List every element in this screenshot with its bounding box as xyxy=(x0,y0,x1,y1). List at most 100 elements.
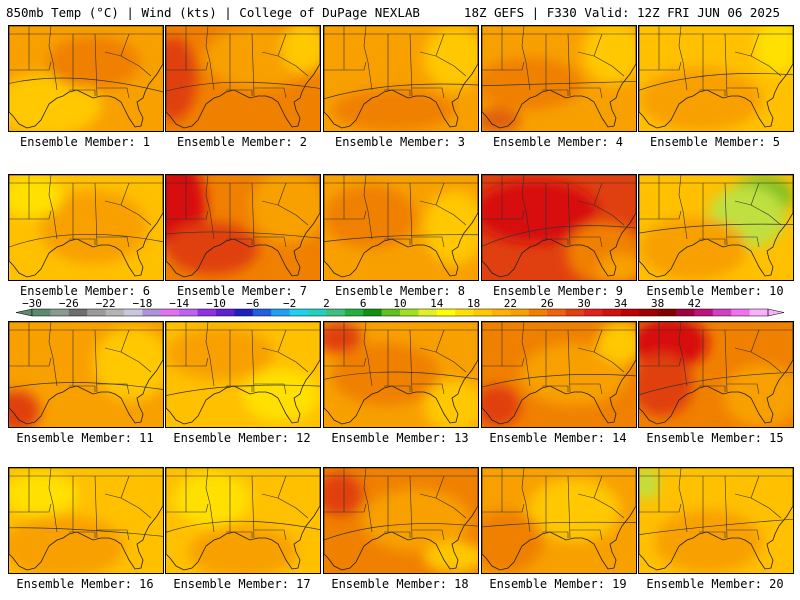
colorbar-swatch xyxy=(620,309,640,316)
state-border xyxy=(261,493,279,499)
run-info: 18Z GEFS | F330 Valid: 12Z FRI JUN 06 20… xyxy=(463,5,780,20)
state-border xyxy=(570,236,603,248)
temperature-region xyxy=(166,36,197,121)
colorbar-swatch xyxy=(197,309,217,316)
temperature-region xyxy=(324,185,417,249)
state-border xyxy=(205,468,215,533)
state-border xyxy=(277,497,309,519)
member-label-20: Ensemble Member: 20 xyxy=(646,577,784,591)
temperature-region xyxy=(597,253,636,280)
state-border xyxy=(482,357,525,367)
colorbar-swatch xyxy=(252,309,272,316)
temperature-region xyxy=(189,525,297,573)
coastline xyxy=(166,175,320,278)
colorbar-max-arrow xyxy=(767,308,785,317)
state-border xyxy=(251,475,255,539)
state-border xyxy=(639,210,682,220)
colorbar-swatch xyxy=(639,309,658,316)
state-border xyxy=(120,204,152,226)
member-label-11: Ensemble Member: 11 xyxy=(16,431,154,445)
state-border xyxy=(734,493,752,499)
state-border xyxy=(542,238,569,245)
coastline xyxy=(324,322,478,425)
temperature-region xyxy=(424,379,478,427)
isotach-line xyxy=(482,374,636,388)
temperature-region xyxy=(324,473,363,516)
state-border xyxy=(97,87,130,99)
colorbar-swatch xyxy=(436,309,456,316)
colorbar-tick-label: 34 xyxy=(614,298,628,310)
state-border xyxy=(120,55,152,77)
state-border xyxy=(324,210,367,220)
temperature-region xyxy=(639,353,693,417)
state-border xyxy=(419,493,437,499)
isotach-line xyxy=(9,382,163,390)
colorbar-swatch xyxy=(528,309,548,316)
colorbar-tick-label: 18 xyxy=(467,298,480,310)
colorbar-tick-label: −10 xyxy=(206,298,226,310)
colorbar-swatch xyxy=(68,309,88,316)
map-title: 850mb Temp (°C) | Wind (kts) | College o… xyxy=(6,5,420,20)
state-border xyxy=(593,204,625,226)
state-border xyxy=(419,51,437,57)
colorbar-swatch xyxy=(492,309,511,316)
state-border xyxy=(277,329,287,353)
state-border xyxy=(120,33,130,57)
state-border xyxy=(412,87,445,99)
state-border xyxy=(94,475,98,539)
state-border xyxy=(412,529,445,541)
colorbar-swatch xyxy=(308,309,327,316)
state-border xyxy=(363,26,373,91)
colorbar-swatch xyxy=(344,309,364,316)
colorbar-swatch xyxy=(381,309,401,316)
member-map-1 xyxy=(8,25,164,132)
state-border xyxy=(639,61,682,71)
state-border xyxy=(205,26,215,91)
colorbar-swatch xyxy=(105,309,125,316)
member-label-7: Ensemble Member: 7 xyxy=(176,284,308,298)
colorbar-tick-label: −6 xyxy=(246,298,259,310)
state-border xyxy=(570,529,603,541)
state-border xyxy=(205,175,215,240)
state-border xyxy=(9,61,52,71)
state-border xyxy=(542,89,569,96)
coastline xyxy=(639,175,793,278)
state-border xyxy=(384,531,411,538)
colorbar-min-arrow xyxy=(15,308,33,317)
member-label-3: Ensemble Member: 3 xyxy=(334,135,466,149)
state-border xyxy=(205,322,215,387)
state-border xyxy=(570,87,603,99)
colorbar-tick-label: 10 xyxy=(393,298,406,310)
state-border xyxy=(261,51,279,57)
temperature-region xyxy=(639,217,747,280)
state-border xyxy=(251,182,255,246)
state-border xyxy=(593,182,603,206)
state-border xyxy=(48,322,58,387)
state-border xyxy=(120,329,130,353)
member-label-13: Ensemble Member: 13 xyxy=(331,431,469,445)
isotach-line xyxy=(482,81,636,87)
state-border xyxy=(324,357,367,367)
colorbar-swatch xyxy=(234,309,254,316)
state-border xyxy=(69,385,96,392)
isotach-line xyxy=(9,527,163,537)
state-border xyxy=(69,238,96,245)
colorbar-swatch xyxy=(749,309,769,316)
state-border xyxy=(567,475,571,539)
colorbar-outline xyxy=(31,308,769,317)
isotach-line xyxy=(166,81,320,92)
colorbar-tick-label: 2 xyxy=(323,298,330,310)
isotach-line xyxy=(324,234,478,243)
state-border xyxy=(727,87,760,99)
state-border xyxy=(97,383,130,395)
colorbar-tick-label: 30 xyxy=(577,298,590,310)
temperature-region xyxy=(9,73,102,131)
state-border xyxy=(104,493,122,499)
coastline xyxy=(639,26,793,129)
state-border xyxy=(435,182,445,206)
state-border xyxy=(699,89,726,96)
temperature-region xyxy=(281,26,320,74)
temperature-region xyxy=(47,36,140,89)
isotach-line xyxy=(324,371,478,380)
state-border xyxy=(166,210,209,220)
